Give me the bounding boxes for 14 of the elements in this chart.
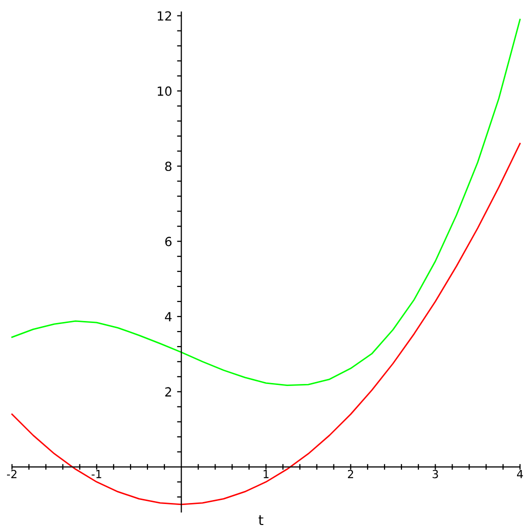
x-tick-label: 3 bbox=[432, 470, 438, 478]
x-tick-label: 1 bbox=[264, 470, 269, 478]
y-tick-label: 10 bbox=[158, 86, 172, 96]
y-tick-label: 6 bbox=[165, 236, 172, 246]
x-tick-label: 4 bbox=[517, 470, 523, 478]
y-tick-label: 8 bbox=[165, 162, 172, 172]
y-tick-label: 2 bbox=[165, 387, 172, 396]
x-tick-label: -1 bbox=[92, 470, 102, 478]
y-tick-label: 4 bbox=[164, 312, 172, 322]
line-series bbox=[11, 18, 521, 386]
x-tick-label: -2 bbox=[7, 470, 16, 478]
x-tick-label: 2 bbox=[348, 470, 354, 478]
y-tick-label: 12 bbox=[158, 11, 172, 21]
x-axis-title: t bbox=[258, 515, 264, 526]
